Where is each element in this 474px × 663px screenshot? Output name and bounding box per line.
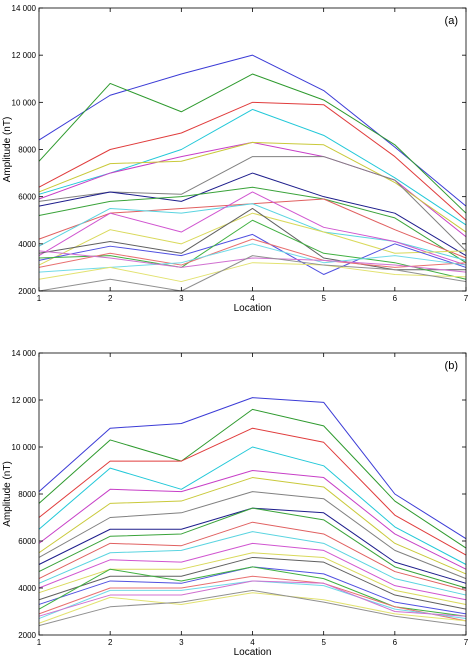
series-line-21: [38, 255, 467, 292]
y-tick-label: 12 000: [12, 51, 37, 60]
y-axis-title: Amplitude (nT): [2, 461, 13, 527]
series-line-2: [38, 408, 467, 549]
series-line-3: [38, 101, 467, 221]
series-line-13: [38, 212, 467, 266]
y-axis-title: Amplitude (nT): [2, 117, 13, 183]
plot-frame: [38, 7, 467, 292]
series-line-20: [38, 592, 467, 624]
series-line-6: [38, 141, 467, 233]
series-line-14: [38, 556, 467, 610]
x-axis-title: Location: [234, 647, 272, 658]
x-tick-label: 2: [108, 638, 113, 647]
series-line-3: [38, 427, 467, 556]
y-tick-label: 14 000: [12, 349, 37, 358]
x-tick-label: 7: [464, 638, 469, 647]
series-group: [38, 54, 467, 292]
y-tick-label: 8000: [18, 490, 36, 499]
series-line-11: [38, 531, 467, 596]
series-line-21: [38, 589, 467, 627]
series-line-19: [38, 250, 467, 273]
series-line-4: [38, 446, 467, 565]
series-line-17: [38, 238, 467, 268]
y-tick-label: 6000: [18, 537, 36, 546]
y-tick-label: 4000: [18, 584, 36, 593]
series-line-1: [38, 54, 467, 207]
x-tick-label: 4: [250, 294, 255, 303]
y-tick-label: 2000: [18, 287, 36, 296]
y-tick-label: 2000: [18, 631, 36, 640]
x-tick-label: 2: [108, 294, 113, 303]
y-tick-label: 10 000: [12, 98, 37, 107]
y-tick-label: 14 000: [12, 4, 37, 13]
x-axis-title: Location: [234, 303, 272, 314]
series-line-7: [38, 491, 467, 580]
y-tick-label: 8000: [18, 146, 36, 155]
series-line-20: [38, 262, 467, 283]
y-tick-label: 10 000: [12, 443, 37, 452]
y-tick-label: 6000: [18, 193, 36, 202]
series-line-10: [38, 198, 467, 259]
series-line-8: [38, 172, 467, 257]
series-line-9: [38, 186, 467, 264]
x-tick-label: 3: [179, 638, 184, 647]
series-line-17: [38, 575, 467, 622]
x-tick-label: 7: [464, 294, 469, 303]
panel-label: (b): [445, 360, 458, 372]
series-line-12: [38, 542, 467, 601]
x-tick-label: 1: [37, 638, 42, 647]
y-tick-label: 12 000: [12, 396, 37, 405]
x-tick-label: 5: [321, 294, 326, 303]
series-line-1: [38, 397, 467, 540]
panel-label: (a): [445, 15, 458, 27]
series-line-19: [38, 580, 467, 617]
series-line-15: [38, 233, 467, 275]
series-line-6: [38, 477, 467, 575]
x-tick-label: 4: [250, 638, 255, 647]
series-line-12: [38, 191, 467, 266]
series-line-5: [38, 470, 467, 570]
series-line-4: [38, 108, 467, 226]
series-group: [38, 397, 467, 627]
series-line-9: [38, 507, 467, 589]
series-line-10: [38, 521, 467, 591]
x-tick-label: 3: [179, 294, 184, 303]
x-tick-label: 6: [393, 294, 398, 303]
x-tick-label: 5: [321, 638, 326, 647]
series-line-16: [38, 219, 467, 280]
panel-b: 2000 4000 6000 8000 10 000 12 000 14 000 1 2 3 4 5 6…: [2, 349, 469, 658]
y-tick-label: 4000: [18, 240, 36, 249]
series-line-2: [38, 73, 467, 214]
x-tick-label: 1: [37, 294, 42, 303]
panel-a: 2000 4000 6000 8000 10 000 12 000 14 000 1 2 3 4 5 6…: [2, 4, 469, 314]
x-tick-label: 6: [393, 638, 398, 647]
